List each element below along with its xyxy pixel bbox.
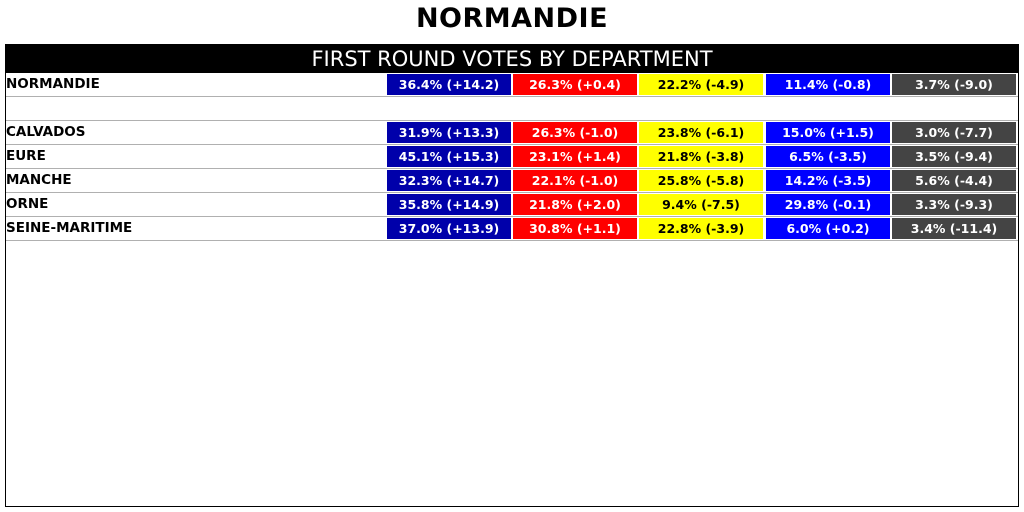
result-cell-party-2: 22.1% (-1.0) <box>513 170 637 191</box>
result-cell-party-2: 26.3% (+0.4) <box>513 74 637 95</box>
result-cell-party-5: 5.6% (-4.4) <box>892 170 1016 191</box>
row-label: MANCHE <box>6 172 72 188</box>
result-cell-party-2: 23.1% (+1.4) <box>513 146 637 167</box>
table-row: ORNE 35.8% (+14.9) 21.8% (+2.0) 9.4% (-7.5)… <box>6 193 1018 217</box>
result-cell-party-4: 14.2% (-3.5) <box>766 170 890 191</box>
row-label: SEINE-MARITIME <box>6 220 133 236</box>
result-cell-party-3: 22.2% (-4.9) <box>639 74 763 95</box>
result-cell-party-5: 3.5% (-9.4) <box>892 146 1016 167</box>
row-label: NORMANDIE <box>6 76 100 92</box>
result-cell-party-1: 31.9% (+13.3) <box>387 122 511 143</box>
result-cell-party-4: 6.5% (-3.5) <box>766 146 890 167</box>
result-cell-party-5: 3.7% (-9.0) <box>892 74 1016 95</box>
result-cell-party-1: 32.3% (+14.7) <box>387 170 511 191</box>
result-cell-party-1: 36.4% (+14.2) <box>387 74 511 95</box>
result-cell-party-3: 25.8% (-5.8) <box>639 170 763 191</box>
row-label: ORNE <box>6 196 49 212</box>
result-cell-party-5: 3.4% (-11.4) <box>892 218 1016 239</box>
result-cell-party-2: 26.3% (-1.0) <box>513 122 637 143</box>
table-row: SEINE-MARITIME 37.0% (+13.9) 30.8% (+1.1) 2… <box>6 217 1018 241</box>
result-cell-party-4: 11.4% (-0.8) <box>766 74 890 95</box>
page-title: NORMANDIE <box>415 3 609 34</box>
result-cell-party-4: 29.8% (-0.1) <box>766 194 890 215</box>
result-cell-party-4: 15.0% (+1.5) <box>766 122 890 143</box>
table-row: EURE 45.1% (+15.3) 23.1% (+1.4) 21.8% (-3.8… <box>6 145 1018 169</box>
row-label: EURE <box>6 148 46 164</box>
table-header: FIRST ROUND VOTES BY DEPARTMENT <box>6 45 1018 73</box>
result-cell-party-3: 9.4% (-7.5) <box>639 194 763 215</box>
table-row: MANCHE 32.3% (+14.7) 22.1% (-1.0) 25.8% (-5… <box>6 169 1018 193</box>
result-cell-party-1: 37.0% (+13.9) <box>387 218 511 239</box>
result-cell-party-1: 35.8% (+14.9) <box>387 194 511 215</box>
result-cell-party-3: 22.8% (-3.9) <box>639 218 763 239</box>
spacer-row <box>6 97 1018 121</box>
table-row: CALVADOS 31.9% (+13.3) 26.3% (-1.0) 23.8% (… <box>6 121 1018 145</box>
result-cell-party-3: 23.8% (-6.1) <box>639 122 763 143</box>
result-cell-party-1: 45.1% (+15.3) <box>387 146 511 167</box>
result-cell-party-3: 21.8% (-3.8) <box>639 146 763 167</box>
row-label: CALVADOS <box>6 124 86 140</box>
result-cell-party-5: 3.0% (-7.7) <box>892 122 1016 143</box>
result-cell-party-5: 3.3% (-9.3) <box>892 194 1016 215</box>
summary-row: NORMANDIE 36.4% (+14.2) 26.3% (+0.4) 22.2% … <box>6 73 1018 97</box>
results-table: FIRST ROUND VOTES BY DEPARTMENT NORMANDI… <box>5 44 1019 507</box>
result-cell-party-4: 6.0% (+0.2) <box>766 218 890 239</box>
result-cell-party-2: 21.8% (+2.0) <box>513 194 637 215</box>
result-cell-party-2: 30.8% (+1.1) <box>513 218 637 239</box>
